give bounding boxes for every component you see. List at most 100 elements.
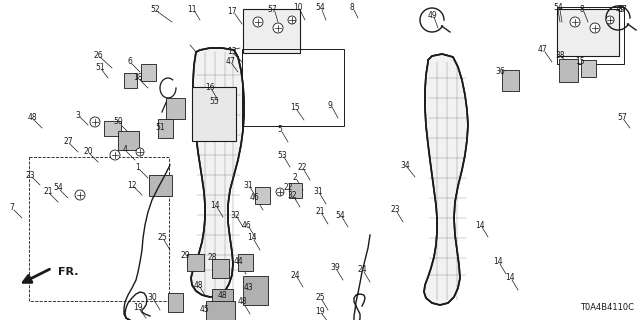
Text: 54: 54 [553,4,563,12]
Text: 55: 55 [209,98,219,107]
Text: 1: 1 [136,164,140,172]
Text: 54: 54 [53,183,63,193]
Text: 6: 6 [127,58,132,67]
Text: T0A4B4110C: T0A4B4110C [580,303,634,313]
Text: 43: 43 [243,284,253,292]
FancyBboxPatch shape [243,276,268,305]
Text: 39: 39 [330,263,340,273]
Text: 21: 21 [316,207,324,217]
FancyBboxPatch shape [211,259,228,277]
Text: 22: 22 [284,183,292,193]
Circle shape [75,190,85,200]
Text: 19: 19 [315,308,325,316]
Text: 32: 32 [287,190,297,199]
Text: 31: 31 [313,188,323,196]
FancyBboxPatch shape [141,63,156,81]
Text: 48: 48 [217,291,227,300]
FancyBboxPatch shape [243,9,300,53]
Text: 47: 47 [538,45,548,54]
Circle shape [273,23,283,33]
FancyBboxPatch shape [557,9,619,56]
Text: 54: 54 [315,4,325,12]
Text: 51: 51 [155,124,165,132]
Text: FR.: FR. [58,267,79,277]
Text: 57: 57 [267,5,277,14]
Text: 3: 3 [76,110,81,119]
Circle shape [606,16,614,24]
Text: 22: 22 [297,164,307,172]
Text: 14: 14 [505,274,515,283]
Text: 54: 54 [335,211,345,220]
Text: 8: 8 [349,4,355,12]
Text: 28: 28 [207,253,217,262]
Circle shape [110,150,120,160]
Text: 50: 50 [113,117,123,126]
Text: 8: 8 [580,5,584,14]
FancyBboxPatch shape [289,182,301,197]
Text: 10: 10 [293,4,303,12]
FancyBboxPatch shape [118,131,138,149]
Text: 48: 48 [237,298,247,307]
Text: 14: 14 [475,220,485,229]
FancyBboxPatch shape [237,253,253,270]
Text: 24: 24 [357,266,367,275]
FancyBboxPatch shape [148,174,172,196]
Text: 49: 49 [427,11,437,20]
Text: 20: 20 [83,148,93,156]
Text: 26: 26 [93,51,103,60]
Circle shape [253,17,263,27]
Text: 23: 23 [390,205,400,214]
Polygon shape [191,48,244,297]
FancyBboxPatch shape [157,118,173,138]
Polygon shape [424,54,468,305]
FancyBboxPatch shape [124,73,136,87]
Text: 13: 13 [227,47,237,57]
FancyBboxPatch shape [104,121,120,135]
FancyBboxPatch shape [168,292,182,311]
Text: 7: 7 [10,204,15,212]
Text: 9: 9 [328,100,332,109]
Text: 30: 30 [147,293,157,302]
Text: 15: 15 [290,103,300,113]
Text: 14: 14 [247,234,257,243]
Text: 16: 16 [205,84,215,92]
Text: 19: 19 [133,303,143,313]
Text: 51: 51 [95,63,105,73]
Text: 14: 14 [210,201,220,210]
FancyBboxPatch shape [559,59,577,82]
Text: 23: 23 [25,171,35,180]
Text: 52: 52 [150,5,160,14]
Circle shape [570,17,580,27]
Text: 14: 14 [493,258,503,267]
Text: 48: 48 [27,114,37,123]
Text: 12: 12 [127,180,137,189]
Text: 32: 32 [230,211,240,220]
Text: 29: 29 [180,251,190,260]
FancyBboxPatch shape [580,60,595,76]
Circle shape [90,117,100,127]
Text: 57: 57 [617,114,627,123]
Text: 45: 45 [200,306,210,315]
Text: 25: 25 [157,234,167,243]
FancyBboxPatch shape [255,187,269,204]
Circle shape [590,23,600,33]
Text: 27: 27 [63,138,73,147]
Text: 24: 24 [290,270,300,279]
Text: 37: 37 [617,5,627,14]
Circle shape [136,148,144,156]
Text: 44: 44 [233,258,243,267]
FancyBboxPatch shape [502,69,518,91]
Text: 21: 21 [44,188,52,196]
Text: 31: 31 [243,180,253,189]
Text: 48: 48 [193,281,203,290]
FancyBboxPatch shape [192,87,236,141]
Circle shape [288,16,296,24]
FancyBboxPatch shape [205,300,234,320]
Text: 46: 46 [250,194,260,203]
Text: 17: 17 [227,7,237,17]
Text: 49: 49 [615,5,625,14]
Text: 46: 46 [242,220,252,229]
FancyBboxPatch shape [186,253,204,270]
Circle shape [276,188,284,196]
FancyBboxPatch shape [211,289,232,311]
